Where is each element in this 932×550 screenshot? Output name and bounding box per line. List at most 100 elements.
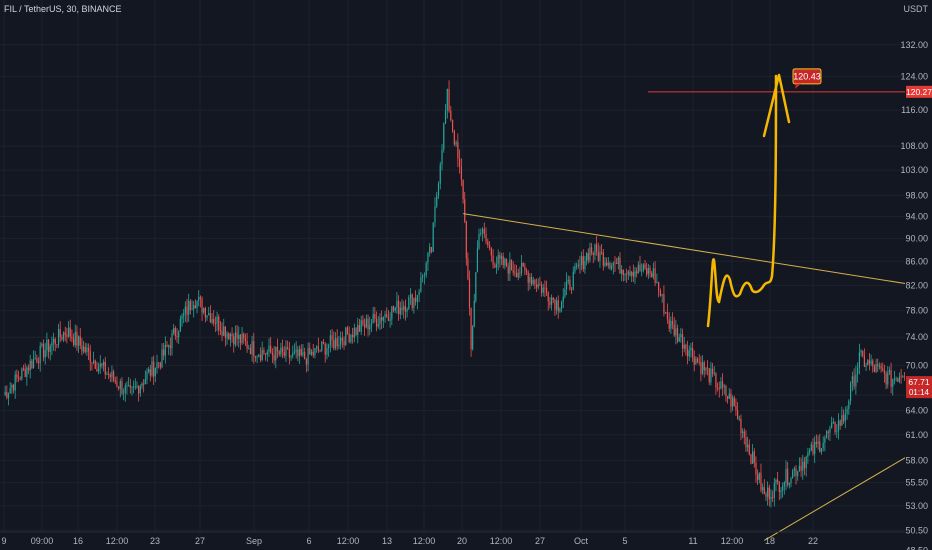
candle bbox=[355, 328, 357, 335]
candle bbox=[831, 422, 833, 428]
candle bbox=[248, 348, 250, 349]
candle bbox=[295, 349, 297, 352]
candle bbox=[708, 368, 710, 383]
candle bbox=[113, 371, 115, 381]
candle bbox=[77, 336, 80, 346]
candle bbox=[505, 258, 508, 267]
candle bbox=[448, 89, 450, 112]
candle bbox=[742, 431, 744, 434]
y-tick-label: 58.00 bbox=[905, 455, 928, 465]
candle bbox=[527, 272, 529, 283]
candle bbox=[283, 351, 285, 356]
candle bbox=[550, 297, 553, 305]
candle bbox=[302, 352, 304, 356]
candle bbox=[111, 371, 113, 378]
time-axis[interactable]: 9 09:00 16 12:00 23 27 Sep 6 12:00 13 12:00 20 12:00… bbox=[0, 531, 905, 546]
candle bbox=[263, 350, 265, 354]
candle bbox=[822, 442, 824, 448]
candle bbox=[86, 347, 88, 353]
candle bbox=[765, 494, 767, 497]
candle bbox=[790, 478, 792, 484]
candle bbox=[642, 264, 644, 271]
candle bbox=[844, 413, 846, 422]
candle bbox=[706, 367, 709, 369]
candle bbox=[808, 450, 811, 453]
candle bbox=[24, 368, 26, 378]
candle bbox=[134, 386, 136, 388]
candle bbox=[216, 316, 218, 324]
candle bbox=[92, 360, 95, 363]
candle bbox=[178, 331, 180, 338]
candle bbox=[297, 349, 299, 357]
candle bbox=[418, 291, 420, 296]
candle bbox=[723, 386, 725, 388]
candle bbox=[191, 309, 193, 310]
x-tick-label: 27 bbox=[195, 536, 205, 546]
x-tick-label: 18 bbox=[765, 536, 775, 546]
x-tick-label: 12:00 bbox=[106, 536, 129, 546]
candle bbox=[312, 351, 314, 356]
candle bbox=[602, 252, 604, 266]
candle bbox=[403, 306, 405, 311]
candle bbox=[787, 468, 789, 485]
candle bbox=[716, 387, 719, 389]
x-tick-label: 27 bbox=[535, 536, 545, 546]
candle bbox=[639, 264, 641, 272]
candle bbox=[713, 373, 715, 374]
candle bbox=[535, 284, 538, 288]
candle bbox=[114, 380, 116, 382]
candle bbox=[596, 244, 598, 252]
x-tick-label: 16 bbox=[73, 536, 83, 546]
candle bbox=[464, 199, 466, 222]
candle bbox=[665, 312, 667, 314]
candle bbox=[148, 369, 150, 373]
candle bbox=[246, 340, 248, 349]
candle bbox=[158, 362, 160, 364]
y-tick-label: 98.00 bbox=[905, 190, 928, 200]
candle bbox=[377, 324, 379, 327]
y-tick-label: 48.50 bbox=[905, 546, 928, 550]
candle bbox=[416, 295, 418, 302]
candle bbox=[686, 349, 689, 357]
candle bbox=[820, 447, 823, 452]
upper-trendline bbox=[463, 213, 932, 289]
candle bbox=[552, 297, 554, 300]
candle bbox=[545, 288, 548, 293]
candle bbox=[288, 348, 290, 358]
candle bbox=[146, 372, 148, 380]
candle bbox=[81, 345, 83, 352]
candle bbox=[644, 264, 646, 269]
candle bbox=[478, 233, 480, 249]
x-tick-label: 13 bbox=[382, 536, 392, 546]
candle bbox=[234, 332, 237, 345]
candle bbox=[365, 318, 367, 328]
candle bbox=[601, 251, 603, 253]
current-price-label: 67.71 bbox=[908, 377, 930, 387]
candle bbox=[29, 360, 31, 371]
candle bbox=[581, 256, 583, 266]
candle bbox=[171, 333, 173, 349]
candle bbox=[530, 277, 533, 285]
candle bbox=[460, 166, 462, 180]
candle bbox=[733, 397, 735, 406]
candle bbox=[36, 358, 38, 363]
y-tick-label: 94.00 bbox=[905, 211, 928, 221]
candle bbox=[718, 388, 720, 390]
candle bbox=[119, 381, 121, 389]
candle bbox=[179, 318, 181, 332]
candle bbox=[851, 376, 853, 384]
candle bbox=[154, 368, 156, 377]
candle bbox=[9, 388, 11, 394]
candle bbox=[451, 120, 454, 131]
y-tick-label: 90.00 bbox=[905, 233, 928, 243]
candle bbox=[470, 307, 472, 350]
candle bbox=[696, 358, 699, 362]
candle bbox=[695, 358, 697, 365]
candle bbox=[364, 324, 366, 328]
price-axis[interactable]: 132.00 124.00 116.00 108.00 103.00 98.00 94.00… bbox=[900, 0, 932, 550]
candle bbox=[290, 356, 292, 358]
candle bbox=[409, 294, 412, 298]
y-tick-label: 70.00 bbox=[905, 360, 928, 370]
